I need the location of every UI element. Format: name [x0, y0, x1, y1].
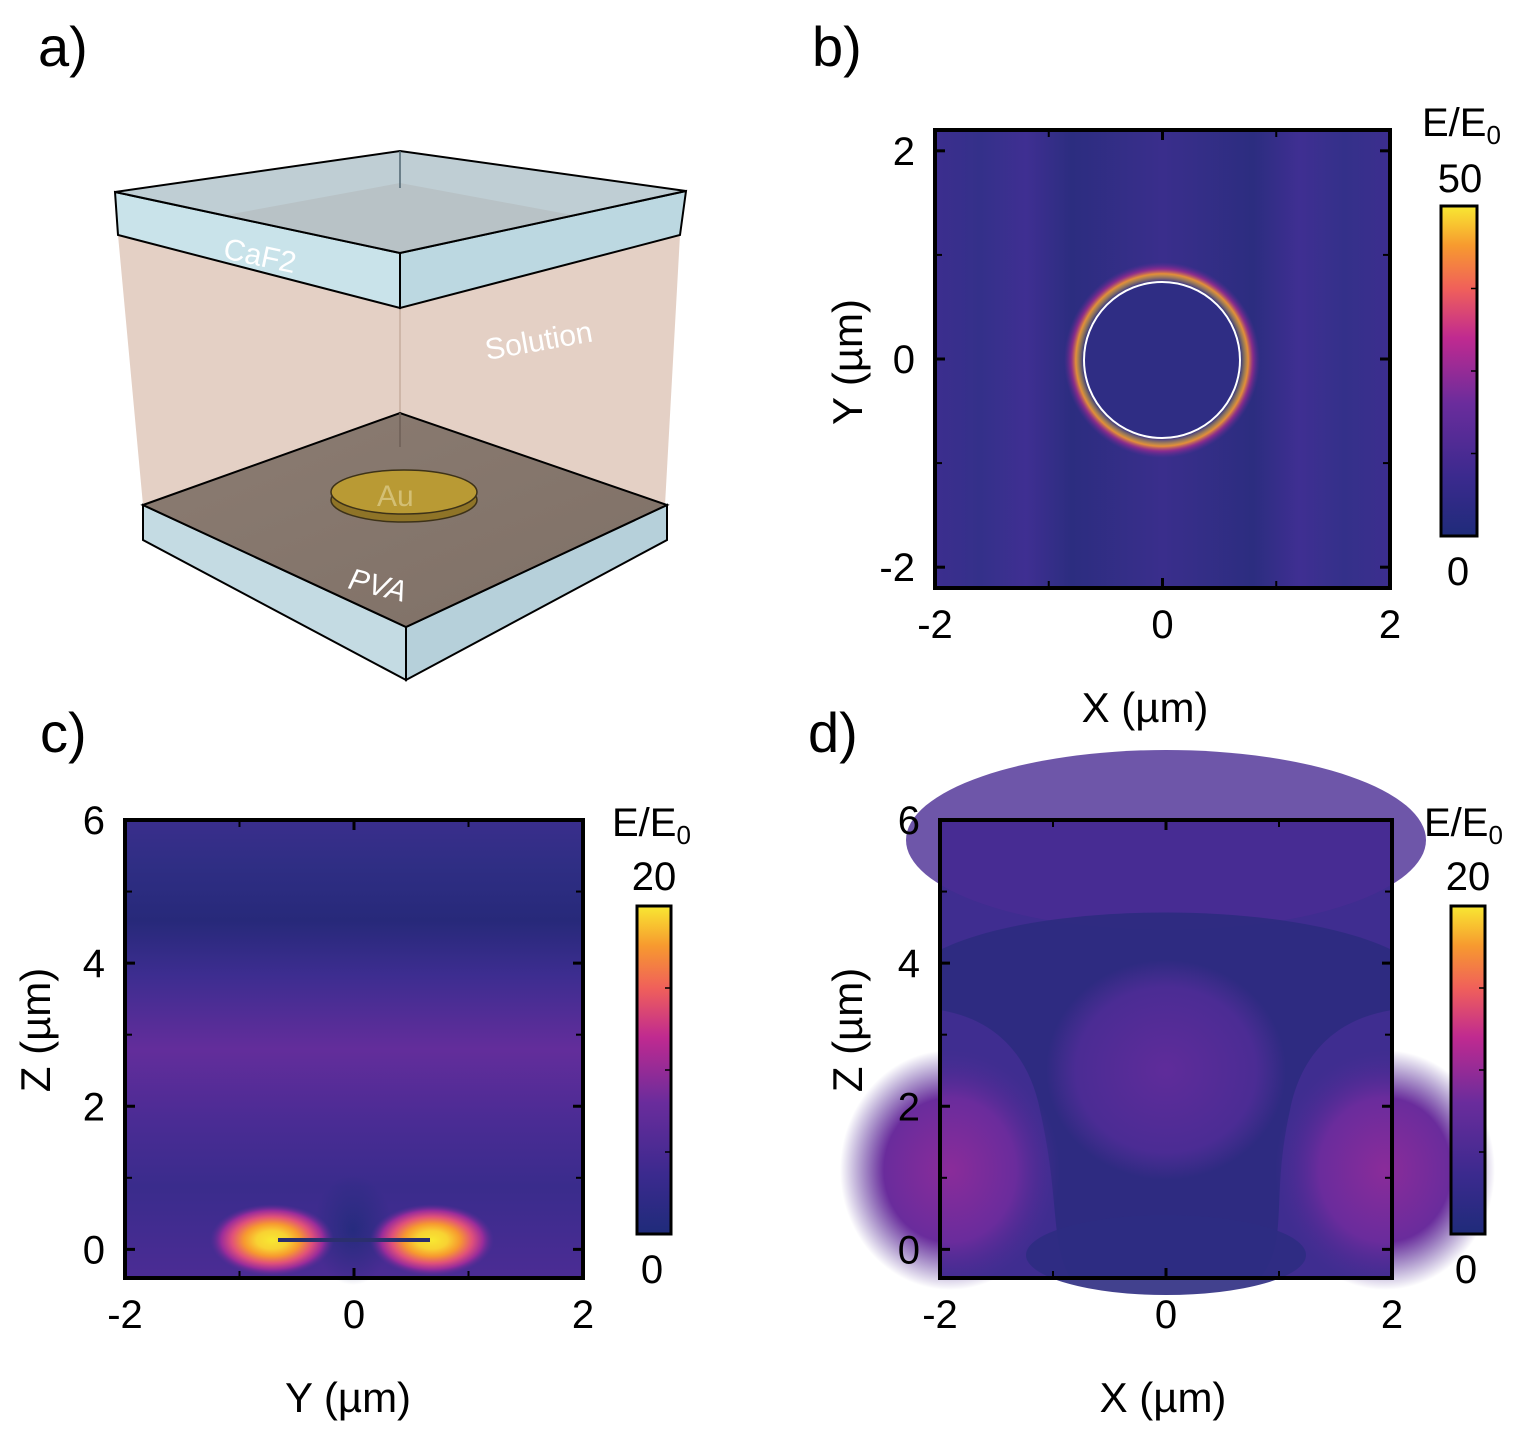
- panel-b-colorbar-min: 0: [1447, 550, 1469, 594]
- panel-c-x-tick-labels: -2 0 2: [107, 1293, 594, 1337]
- panel-c-colorbar-min: 0: [641, 1248, 663, 1292]
- panel-b-colorbar-label: E/E0: [1422, 101, 1501, 150]
- y-tick-label: 0: [83, 1228, 105, 1272]
- panel-b-colorbar-max: 50: [1438, 157, 1483, 201]
- panel-c-colorbar-label-sub: 0: [676, 820, 690, 850]
- x-tick-label: 0: [1155, 1293, 1177, 1337]
- panel-c-hotspot-left: [210, 1204, 334, 1276]
- panel-c-colorbar-label: E/E0: [612, 801, 691, 850]
- panel-d-colorbar-max: 20: [1446, 855, 1491, 899]
- panel-d-lobe-left: [840, 1050, 1060, 1290]
- panel-d-colorbar-min: 0: [1455, 1248, 1477, 1292]
- y-tick-label: 0: [898, 1228, 920, 1272]
- panel-d-lobe-right: [1275, 1050, 1495, 1290]
- y-tick-label: 2: [898, 1085, 920, 1129]
- panel-d-tick-marks: [938, 818, 1394, 1278]
- panel-label-a: a): [38, 15, 88, 78]
- panel-label-c: c): [40, 701, 87, 764]
- panel-b-colorbar-ticks: [1471, 287, 1477, 455]
- panel-d-bottom-dark: [1026, 1215, 1306, 1295]
- panel-d-y-tick-labels: 0 2 4 6: [898, 799, 920, 1272]
- y-tick-label: 2: [893, 130, 915, 174]
- panel-c-hotspot-right: [370, 1204, 494, 1276]
- panel-d-y-axis-label: Z (µm): [824, 968, 871, 1092]
- panel-b-colorbar-label-main: E/E: [1422, 101, 1486, 145]
- x-tick-label: -2: [922, 1293, 958, 1337]
- panel-b-disk-interior: [1084, 282, 1240, 438]
- panel-label-d: d): [808, 701, 858, 764]
- x-tick-label: 2: [572, 1293, 594, 1337]
- panel-d-colorbar-label: E/E0: [1424, 801, 1503, 850]
- y-tick-label: 4: [898, 942, 920, 986]
- y-tick-label: 0: [893, 338, 915, 382]
- y-tick-label: 2: [83, 1085, 105, 1129]
- x-tick-label: -2: [107, 1293, 143, 1337]
- panel-b-colorbar-label-sub: 0: [1486, 120, 1500, 150]
- device-diagram: CaF2 Solution Au PVA: [113, 149, 688, 682]
- panel-c-colorbar-label-main: E/E: [612, 801, 676, 845]
- x-tick-label: 2: [1379, 603, 1401, 647]
- panel-c-y-axis-label: Z (µm): [12, 968, 59, 1092]
- panel-b: -2 0 2 -202 X (µm) Y (µm) E/E0 50 0: [824, 101, 1501, 731]
- panel-b-x-tick-labels: -2 0 2: [917, 603, 1401, 647]
- panel-b-disk-outline: [1083, 281, 1241, 439]
- panel-d-top-band: [906, 750, 1426, 930]
- panel-d-center-region: [1046, 960, 1286, 1180]
- panel-c-colorbar-ticks: [665, 987, 671, 1153]
- y-tick-label: 4: [83, 942, 105, 986]
- panel-b-y-tick-labels: -2 0 2: [879, 130, 915, 590]
- panel-c-x-axis-label: Y (µm): [285, 1374, 411, 1421]
- x-tick-label: -2: [917, 603, 953, 647]
- panel-c-y-tick-labels: 0 2 4 6: [83, 799, 105, 1272]
- panel-c-colorbar-max: 20: [632, 855, 677, 899]
- panel-b-x-axis-label: X (µm): [1082, 684, 1209, 731]
- x-tick-label: 2: [1381, 1293, 1403, 1337]
- x-tick-label: 0: [343, 1293, 365, 1337]
- panel-d-x-axis-label: X (µm): [1100, 1374, 1227, 1421]
- y-tick-label: 6: [898, 799, 920, 843]
- panel-b-tick-marks: [933, 130, 1392, 588]
- panel-c-center-shadow: [313, 1175, 393, 1285]
- au-label: Au: [377, 480, 414, 513]
- x-tick-label: 0: [1151, 603, 1173, 647]
- caf2-top-face: [114, 149, 687, 255]
- panel-c-tick-marks: [123, 818, 585, 1278]
- panel-label-b: b): [812, 15, 862, 78]
- y-tick-label: -2: [879, 546, 915, 590]
- y-tick-label: 6: [83, 799, 105, 843]
- panel-d-colorbar-ticks: [1479, 987, 1485, 1153]
- gold-disk-top: [330, 469, 478, 515]
- panel-d-x-tick-labels: -2 0 2: [922, 1293, 1403, 1337]
- panel-b-y-axis-label: Y (µm): [824, 299, 871, 425]
- panel-d-colorbar-label-sub: 0: [1488, 820, 1502, 850]
- panel-d-colorbar-label-main: E/E: [1424, 801, 1488, 845]
